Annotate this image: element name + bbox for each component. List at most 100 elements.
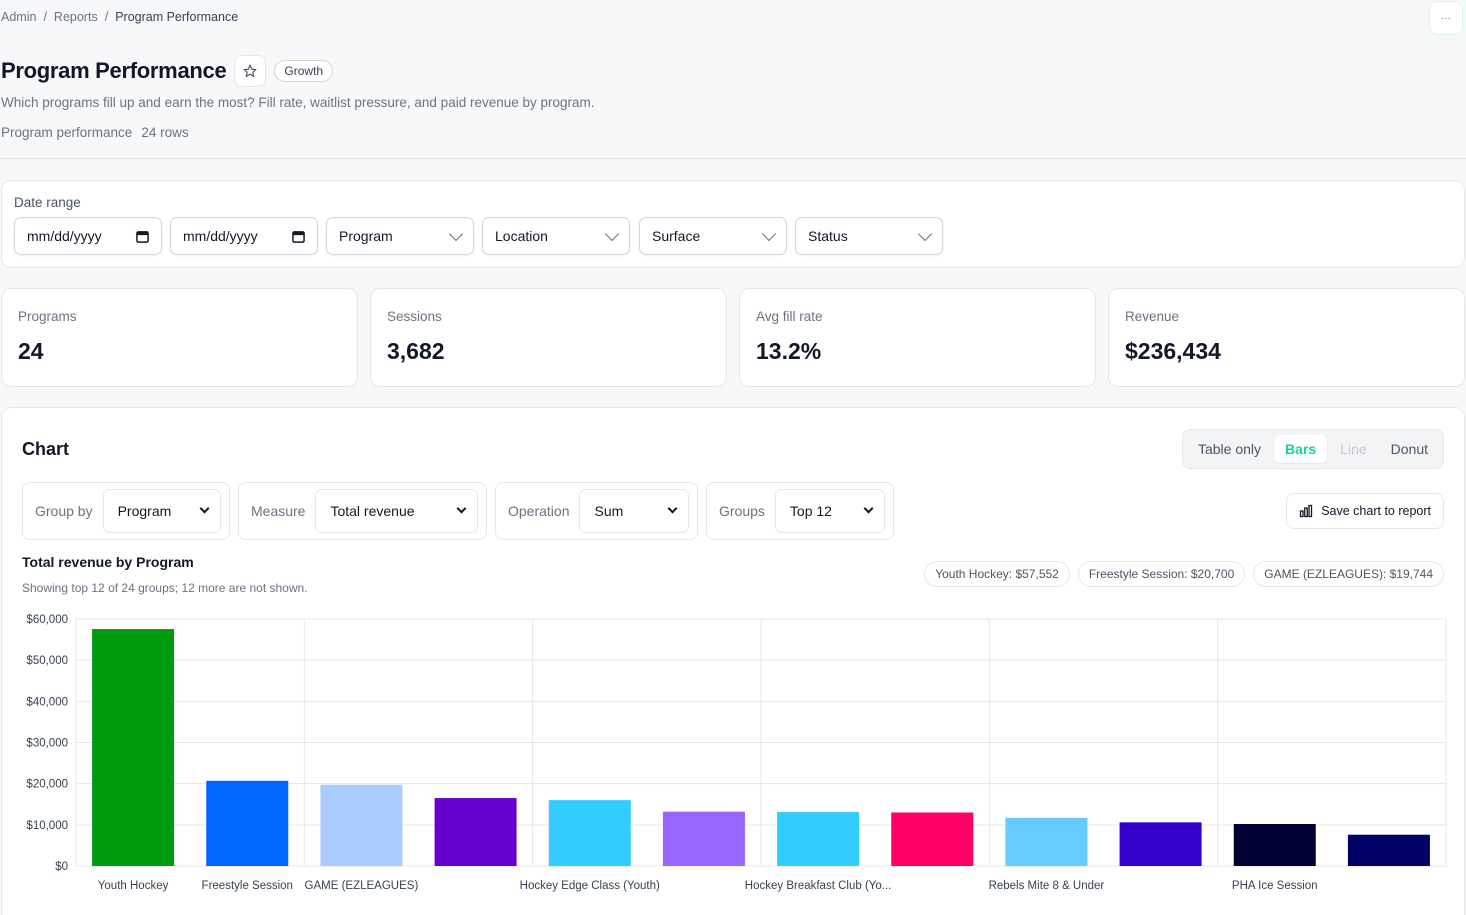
end-date-input[interactable]: mm/dd/yyyy <box>170 217 318 255</box>
bar-chart-icon <box>1300 504 1313 518</box>
kpi-card-fill-rate: Avg fill rate 13.2% <box>739 288 1096 387</box>
chevron-down-icon <box>456 503 467 514</box>
bar <box>1347 834 1430 866</box>
kpi-card-programs: Programs 24 <box>1 288 358 387</box>
bar <box>206 780 289 866</box>
chart-heading: Chart <box>22 439 70 459</box>
save-chart-label: Save chart to report <box>1321 504 1431 518</box>
row-count: 24 rows <box>141 125 189 140</box>
meta-label: Program performance <box>1 125 133 140</box>
x-tick-label: Rebels Mite 8 & Under <box>989 880 1105 892</box>
operation-label: Operation <box>508 503 570 519</box>
breadcrumb-current: Program Performance <box>115 10 239 24</box>
kpi-value: $236,434 <box>1125 338 1221 364</box>
top-values-pills: Youth Hockey: $57,552 Freestyle Session:… <box>924 561 1444 587</box>
star-icon <box>243 64 257 78</box>
breadcrumb-admin[interactable]: Admin <box>1 10 37 24</box>
top-value-pill: Youth Hockey: $57,552 <box>924 561 1070 587</box>
bar <box>1119 822 1202 866</box>
operation-control: Operation Sum <box>495 482 698 540</box>
program-filter-select[interactable]: Program <box>326 217 474 255</box>
groups-label: Groups <box>719 503 765 519</box>
x-tick-label: Freestyle Session <box>202 880 293 892</box>
group-by-select[interactable]: Program <box>102 489 221 533</box>
status-filter-select[interactable]: Status <box>795 217 943 255</box>
y-tick-label: $20,000 <box>26 779 68 791</box>
chevron-down-icon <box>604 226 620 241</box>
date-range-label: Date range <box>14 195 81 210</box>
kpi-label: Sessions <box>387 309 442 324</box>
bar <box>662 811 745 866</box>
kpi-card-sessions: Sessions 3,682 <box>370 288 727 387</box>
breadcrumb-separator: / <box>104 10 109 24</box>
groups-select[interactable]: Top 12 <box>774 489 885 533</box>
operation-select[interactable]: Sum <box>579 489 689 533</box>
view-donut-button[interactable]: Donut <box>1390 441 1428 457</box>
kpi-value: 13.2% <box>756 338 822 364</box>
location-filter-label: Location <box>495 228 548 244</box>
save-chart-button[interactable]: Save chart to report <box>1286 493 1444 529</box>
more-options-button[interactable]: ··· <box>1429 1 1463 35</box>
top-value-pill: GAME (EZLEAGUES): $19,744 <box>1253 561 1444 587</box>
bar <box>891 812 974 866</box>
header-divider <box>0 158 1466 159</box>
top-value-pill: Freestyle Session: $20,700 <box>1077 561 1246 587</box>
bar <box>548 800 631 866</box>
groups-value: Top 12 <box>789 503 832 519</box>
calendar-icon <box>136 230 149 243</box>
operation-value: Sum <box>594 503 624 519</box>
y-tick-label: $10,000 <box>26 820 68 832</box>
bar <box>1233 824 1316 866</box>
measure-control: Measure Total revenue <box>238 482 487 540</box>
surface-filter-label: Surface <box>652 228 701 244</box>
bar <box>1005 817 1088 866</box>
y-tick-label: $50,000 <box>26 655 68 667</box>
chevron-down-icon <box>863 503 874 514</box>
filters-panel: Date range mm/dd/yyyy mm/dd/yyyy Program… <box>1 180 1465 268</box>
chevron-down-icon <box>667 503 678 514</box>
plot-title: Total revenue by Program <box>22 554 194 570</box>
chart-panel: Chart Table only Bars Line Donut Group b… <box>1 407 1465 915</box>
chevron-down-icon <box>761 226 777 241</box>
start-date-input[interactable]: mm/dd/yyyy <box>14 217 162 255</box>
page-title: Program Performance <box>1 58 227 83</box>
calendar-icon <box>292 230 305 243</box>
view-table-only-button[interactable]: Table only <box>1197 441 1262 457</box>
y-tick-label: $30,000 <box>26 738 68 750</box>
kpi-value: 24 <box>18 338 44 364</box>
measure-value: Total revenue <box>330 503 415 519</box>
y-tick-label: $40,000 <box>26 696 68 708</box>
program-filter-label: Program <box>339 228 393 244</box>
view-toggle: Table only Bars Line Donut <box>1181 429 1444 469</box>
y-tick-label: $60,000 <box>26 614 68 626</box>
bar <box>777 812 860 866</box>
chevron-down-icon <box>199 503 210 514</box>
x-tick-label: Hockey Edge Class (Youth) <box>520 880 660 892</box>
kpi-card-revenue: Revenue $236,434 <box>1108 288 1465 387</box>
revenue-bar-chart: $0 $10,000 $20,000 $30,000 $40,000 $50,000 $60… <box>26 614 1447 892</box>
surface-filter-select[interactable]: Surface <box>639 217 787 255</box>
location-filter-select[interactable]: Location <box>482 217 630 255</box>
page-subtitle: Which programs fill up and earn the most… <box>1 95 595 110</box>
x-tick-label: Hockey Breakfast Club (Yo... <box>745 880 892 892</box>
status-filter-label: Status <box>808 228 848 244</box>
breadcrumb-separator: / <box>43 10 47 24</box>
measure-select[interactable]: Total revenue <box>315 489 478 533</box>
chevron-down-icon <box>917 226 933 241</box>
x-tick-label: PHA Ice Session <box>1232 880 1318 892</box>
breadcrumb-reports[interactable]: Reports <box>53 10 98 24</box>
view-bars-button[interactable]: Bars <box>1274 435 1328 463</box>
groups-control: Groups Top 12 <box>706 482 894 540</box>
view-line-button[interactable]: Line <box>1340 441 1367 457</box>
breadcrumb: Admin / Reports / Program Performance <box>1 10 238 24</box>
x-tick-label: Youth Hockey <box>98 880 169 892</box>
bar <box>434 798 517 866</box>
start-date-placeholder: mm/dd/yyyy <box>27 228 102 244</box>
plot-note: Showing top 12 of 24 groups; 12 more are… <box>22 581 308 595</box>
favorite-button[interactable] <box>234 55 267 87</box>
end-date-placeholder: mm/dd/yyyy <box>183 228 258 244</box>
measure-label: Measure <box>251 503 306 519</box>
group-by-value: Program <box>117 503 172 519</box>
category-badge: Growth <box>274 60 334 82</box>
kpi-label: Programs <box>18 309 77 324</box>
